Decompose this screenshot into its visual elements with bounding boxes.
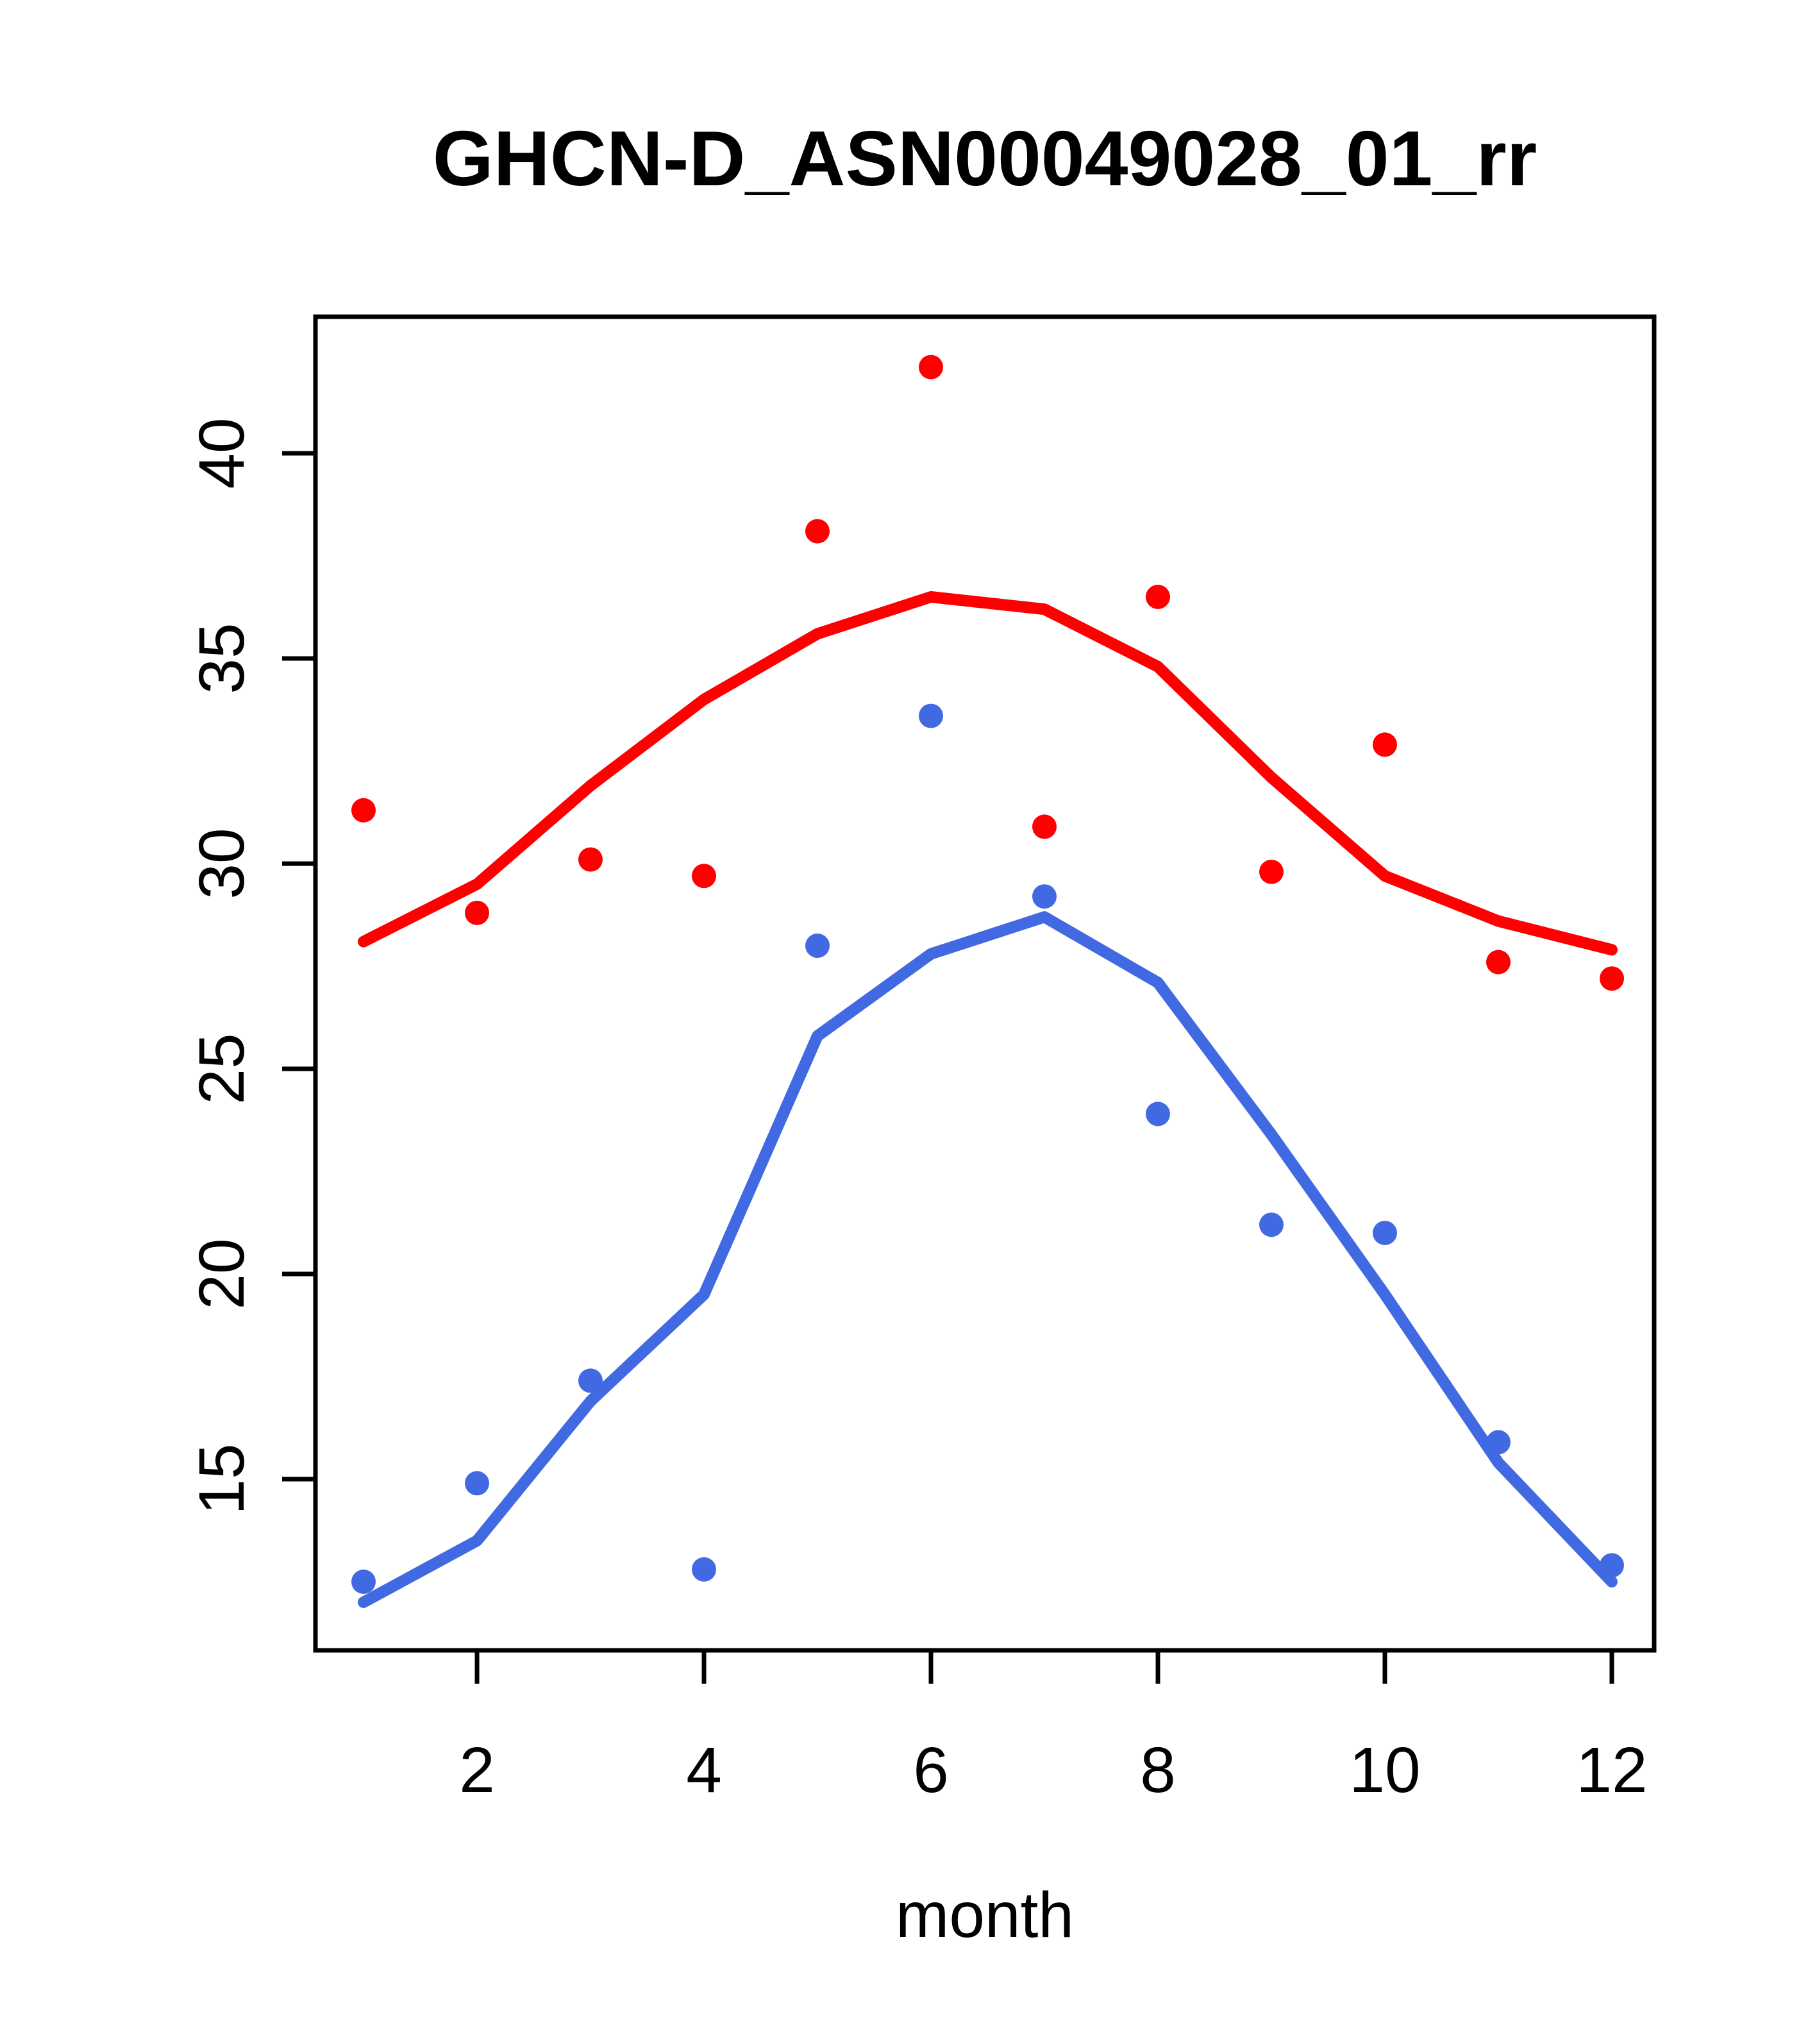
x-tick-label: 8 xyxy=(1140,1734,1176,1806)
red-points-marker xyxy=(919,355,943,380)
blue-points-marker xyxy=(805,934,830,958)
red-points-marker xyxy=(805,519,830,544)
blue-points-marker xyxy=(1032,884,1057,909)
y-tick-label: 20 xyxy=(186,1238,258,1309)
red-points-marker xyxy=(1259,859,1284,884)
red-points-marker xyxy=(351,798,376,823)
red-points-marker xyxy=(1146,585,1170,609)
x-axis-label: month xyxy=(896,1879,1074,1951)
red-points-marker xyxy=(1600,966,1624,991)
y-tick-label: 40 xyxy=(186,417,258,489)
blue-points-marker xyxy=(1259,1212,1284,1237)
y-tick-label: 35 xyxy=(186,623,258,694)
blue-points-marker xyxy=(919,703,943,728)
blue-smooth-line xyxy=(358,911,1618,1608)
chart-title: GHCN-D_ASN00049028_01_rr xyxy=(432,115,1537,202)
blue-points-marker xyxy=(465,1471,489,1496)
red-points-marker xyxy=(465,900,489,925)
x-tick-label: 4 xyxy=(686,1734,722,1806)
red-points-marker xyxy=(578,847,603,872)
y-tick-label: 15 xyxy=(186,1443,258,1514)
red-points-marker xyxy=(1373,732,1397,757)
x-tick-label: 10 xyxy=(1349,1734,1420,1806)
y-tick-label: 30 xyxy=(186,828,258,899)
blue-points-marker xyxy=(692,1557,716,1582)
red-smooth-line xyxy=(358,591,1618,956)
x-tick-label: 6 xyxy=(913,1734,949,1806)
blue-points-marker xyxy=(1146,1102,1170,1127)
blue-points-marker xyxy=(351,1570,376,1594)
red-points-marker xyxy=(692,864,716,889)
y-tick-label: 25 xyxy=(186,1033,258,1104)
blue-points-marker xyxy=(1373,1221,1397,1245)
x-tick-label: 12 xyxy=(1576,1734,1647,1806)
blue-points-marker xyxy=(578,1368,603,1393)
red-points-marker xyxy=(1032,814,1057,839)
red-points-marker xyxy=(1486,950,1511,975)
plot-box xyxy=(313,314,1657,1653)
x-tick-label: 2 xyxy=(459,1734,495,1806)
